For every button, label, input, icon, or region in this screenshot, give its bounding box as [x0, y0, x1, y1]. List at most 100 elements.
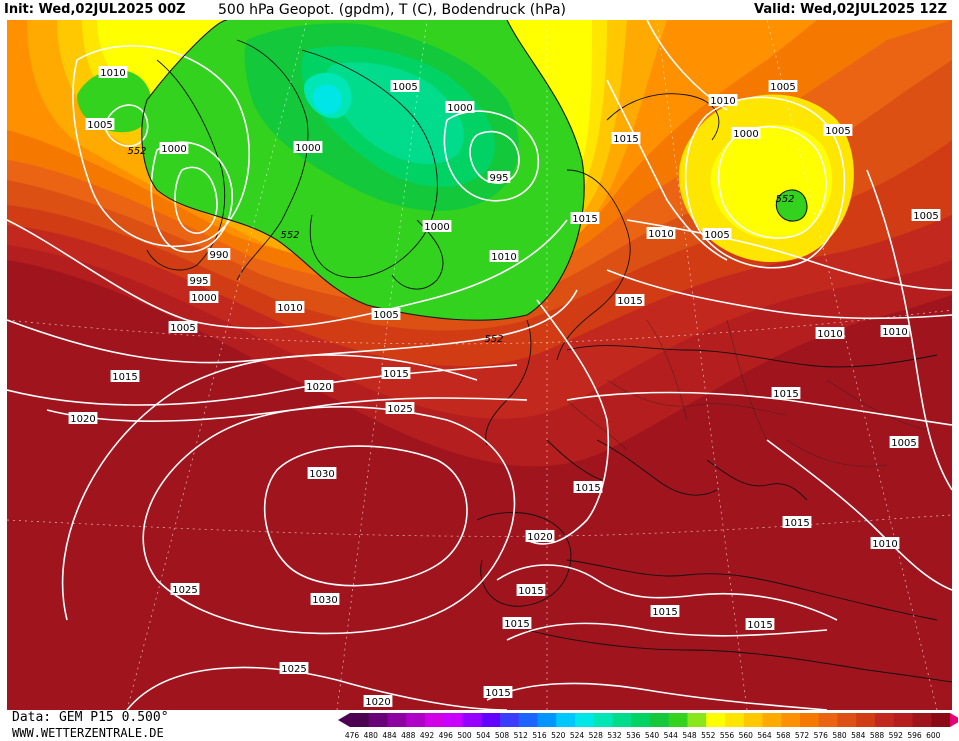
svg-text:1000: 1000: [424, 222, 449, 233]
scale-tick-label: 496: [439, 731, 454, 740]
scale-tick-label: 568: [776, 731, 791, 740]
scale-tick-label: 544: [664, 731, 679, 740]
isobar-label: 552: [280, 230, 299, 241]
isobar-label: 1010: [815, 327, 845, 340]
isobar-label: 1005: [390, 80, 420, 93]
svg-text:1000: 1000: [733, 129, 758, 140]
svg-text:552: 552: [484, 334, 503, 345]
isobar-label: 1015: [516, 584, 546, 597]
svg-text:1015: 1015: [112, 372, 137, 383]
scale-swatch: [368, 713, 388, 727]
isobar-label: 1015: [782, 516, 812, 529]
init-time: Init: Wed,02JUL2025 00Z: [4, 2, 186, 17]
isobar-label: 1010: [870, 537, 900, 550]
isobars: [7, 20, 952, 710]
isobar-label: 1010: [275, 301, 305, 314]
scale-swatch: [931, 713, 951, 727]
svg-text:1000: 1000: [161, 144, 186, 155]
scale-swatch: [481, 713, 501, 727]
isobar-label: 1030: [307, 467, 337, 480]
scale-tick-label: 552: [701, 731, 716, 740]
svg-text:1020: 1020: [306, 382, 331, 393]
scale-tick-label: 560: [739, 731, 754, 740]
isobar-label: 1015: [502, 617, 532, 630]
svg-text:1005: 1005: [392, 82, 417, 93]
svg-text:1000: 1000: [447, 103, 472, 114]
svg-text:1010: 1010: [277, 303, 302, 314]
scale-swatch: [706, 713, 726, 727]
svg-text:1025: 1025: [172, 585, 197, 596]
scale-tick-label: 588: [870, 731, 885, 740]
scale-swatch: [875, 713, 895, 727]
isobar-label: 1005: [768, 80, 798, 93]
svg-text:1020: 1020: [527, 532, 552, 543]
isobar-label: 1015: [615, 294, 645, 307]
scale-swatch: [781, 713, 801, 727]
svg-text:1005: 1005: [87, 120, 112, 131]
svg-text:1030: 1030: [312, 595, 337, 606]
svg-text:1010: 1010: [872, 539, 897, 550]
valid-time: Valid: Wed,02JUL2025 12Z: [754, 2, 947, 17]
scale-swatch: [650, 713, 670, 727]
svg-text:1015: 1015: [617, 296, 642, 307]
scale-tick-label: 488: [401, 731, 416, 740]
scale-tick-label: 476: [345, 731, 360, 740]
svg-text:1015: 1015: [518, 586, 543, 597]
isobar-label: 552: [775, 194, 794, 205]
scale-tick-label: 572: [795, 731, 810, 740]
scale-swatch: [406, 713, 426, 727]
svg-text:1010: 1010: [100, 68, 125, 79]
scale-tick-label: 480: [364, 731, 379, 740]
isobar-label: 552: [127, 146, 146, 157]
map-title: 500 hPa Geopot. (gpdm), T (C), Bodendruc…: [218, 2, 566, 18]
svg-text:1020: 1020: [70, 414, 95, 425]
scale-swatch: [500, 713, 520, 727]
scale-tick-label: 596: [907, 731, 922, 740]
svg-text:1005: 1005: [373, 310, 398, 321]
svg-text:1010: 1010: [882, 327, 907, 338]
isobar-label: 1015: [110, 370, 140, 383]
scale-swatch: [518, 713, 538, 727]
svg-text:1015: 1015: [504, 619, 529, 630]
isobar-label: 1010: [489, 250, 519, 263]
scale-tick-label: 492: [420, 731, 435, 740]
isobar-label: 995: [187, 274, 211, 287]
svg-text:1015: 1015: [383, 369, 408, 380]
isobar-label: 1020: [68, 412, 98, 425]
svg-text:1025: 1025: [281, 664, 306, 675]
scale-swatch: [743, 713, 763, 727]
scale-min-arrow: [338, 713, 350, 727]
isobar-label: 1005: [168, 321, 198, 334]
isobar-label: 1020: [363, 695, 393, 708]
isobar-label: 1010: [880, 325, 910, 338]
scale-tick-label: 504: [476, 731, 491, 740]
isobar-label: 1005: [911, 209, 941, 222]
scale-tick-label: 600: [926, 731, 941, 740]
isobar-label: 1000: [445, 101, 475, 114]
isobar-label: 1015: [650, 605, 680, 618]
isobar-label: 1025: [385, 402, 415, 415]
svg-text:1000: 1000: [191, 293, 216, 304]
weather-map: 1010 1005 552 1000 990 995 1000 1005 552 1000 1005…: [7, 20, 952, 710]
scale-swatch: [612, 713, 632, 727]
isobar-label: 1015: [611, 132, 641, 145]
svg-text:1015: 1015: [613, 134, 638, 145]
svg-text:552: 552: [280, 230, 299, 241]
scale-swatch: [537, 713, 557, 727]
scale-swatch: [818, 713, 838, 727]
graticule: [7, 20, 952, 710]
svg-text:995: 995: [489, 173, 508, 184]
color-scale-labels: 476 480 484 488 492 496 500 504 508 512 516 520 524 5…: [345, 731, 941, 740]
scale-swatch: [856, 713, 876, 727]
color-scale-legend: 476 480 484 488 492 496 500 504 508 512 516 520 524 5…: [338, 713, 958, 740]
isobar-label: 1000: [293, 141, 323, 154]
scale-swatch: [912, 713, 932, 727]
svg-text:1005: 1005: [825, 126, 850, 137]
scale-swatch: [762, 713, 782, 727]
field-528: [313, 84, 342, 114]
svg-text:1015: 1015: [575, 483, 600, 494]
scale-swatch: [443, 713, 463, 727]
svg-text:552: 552: [127, 146, 146, 157]
isobar-label: 1025: [170, 583, 200, 596]
isobar-label: 1010: [98, 66, 128, 79]
